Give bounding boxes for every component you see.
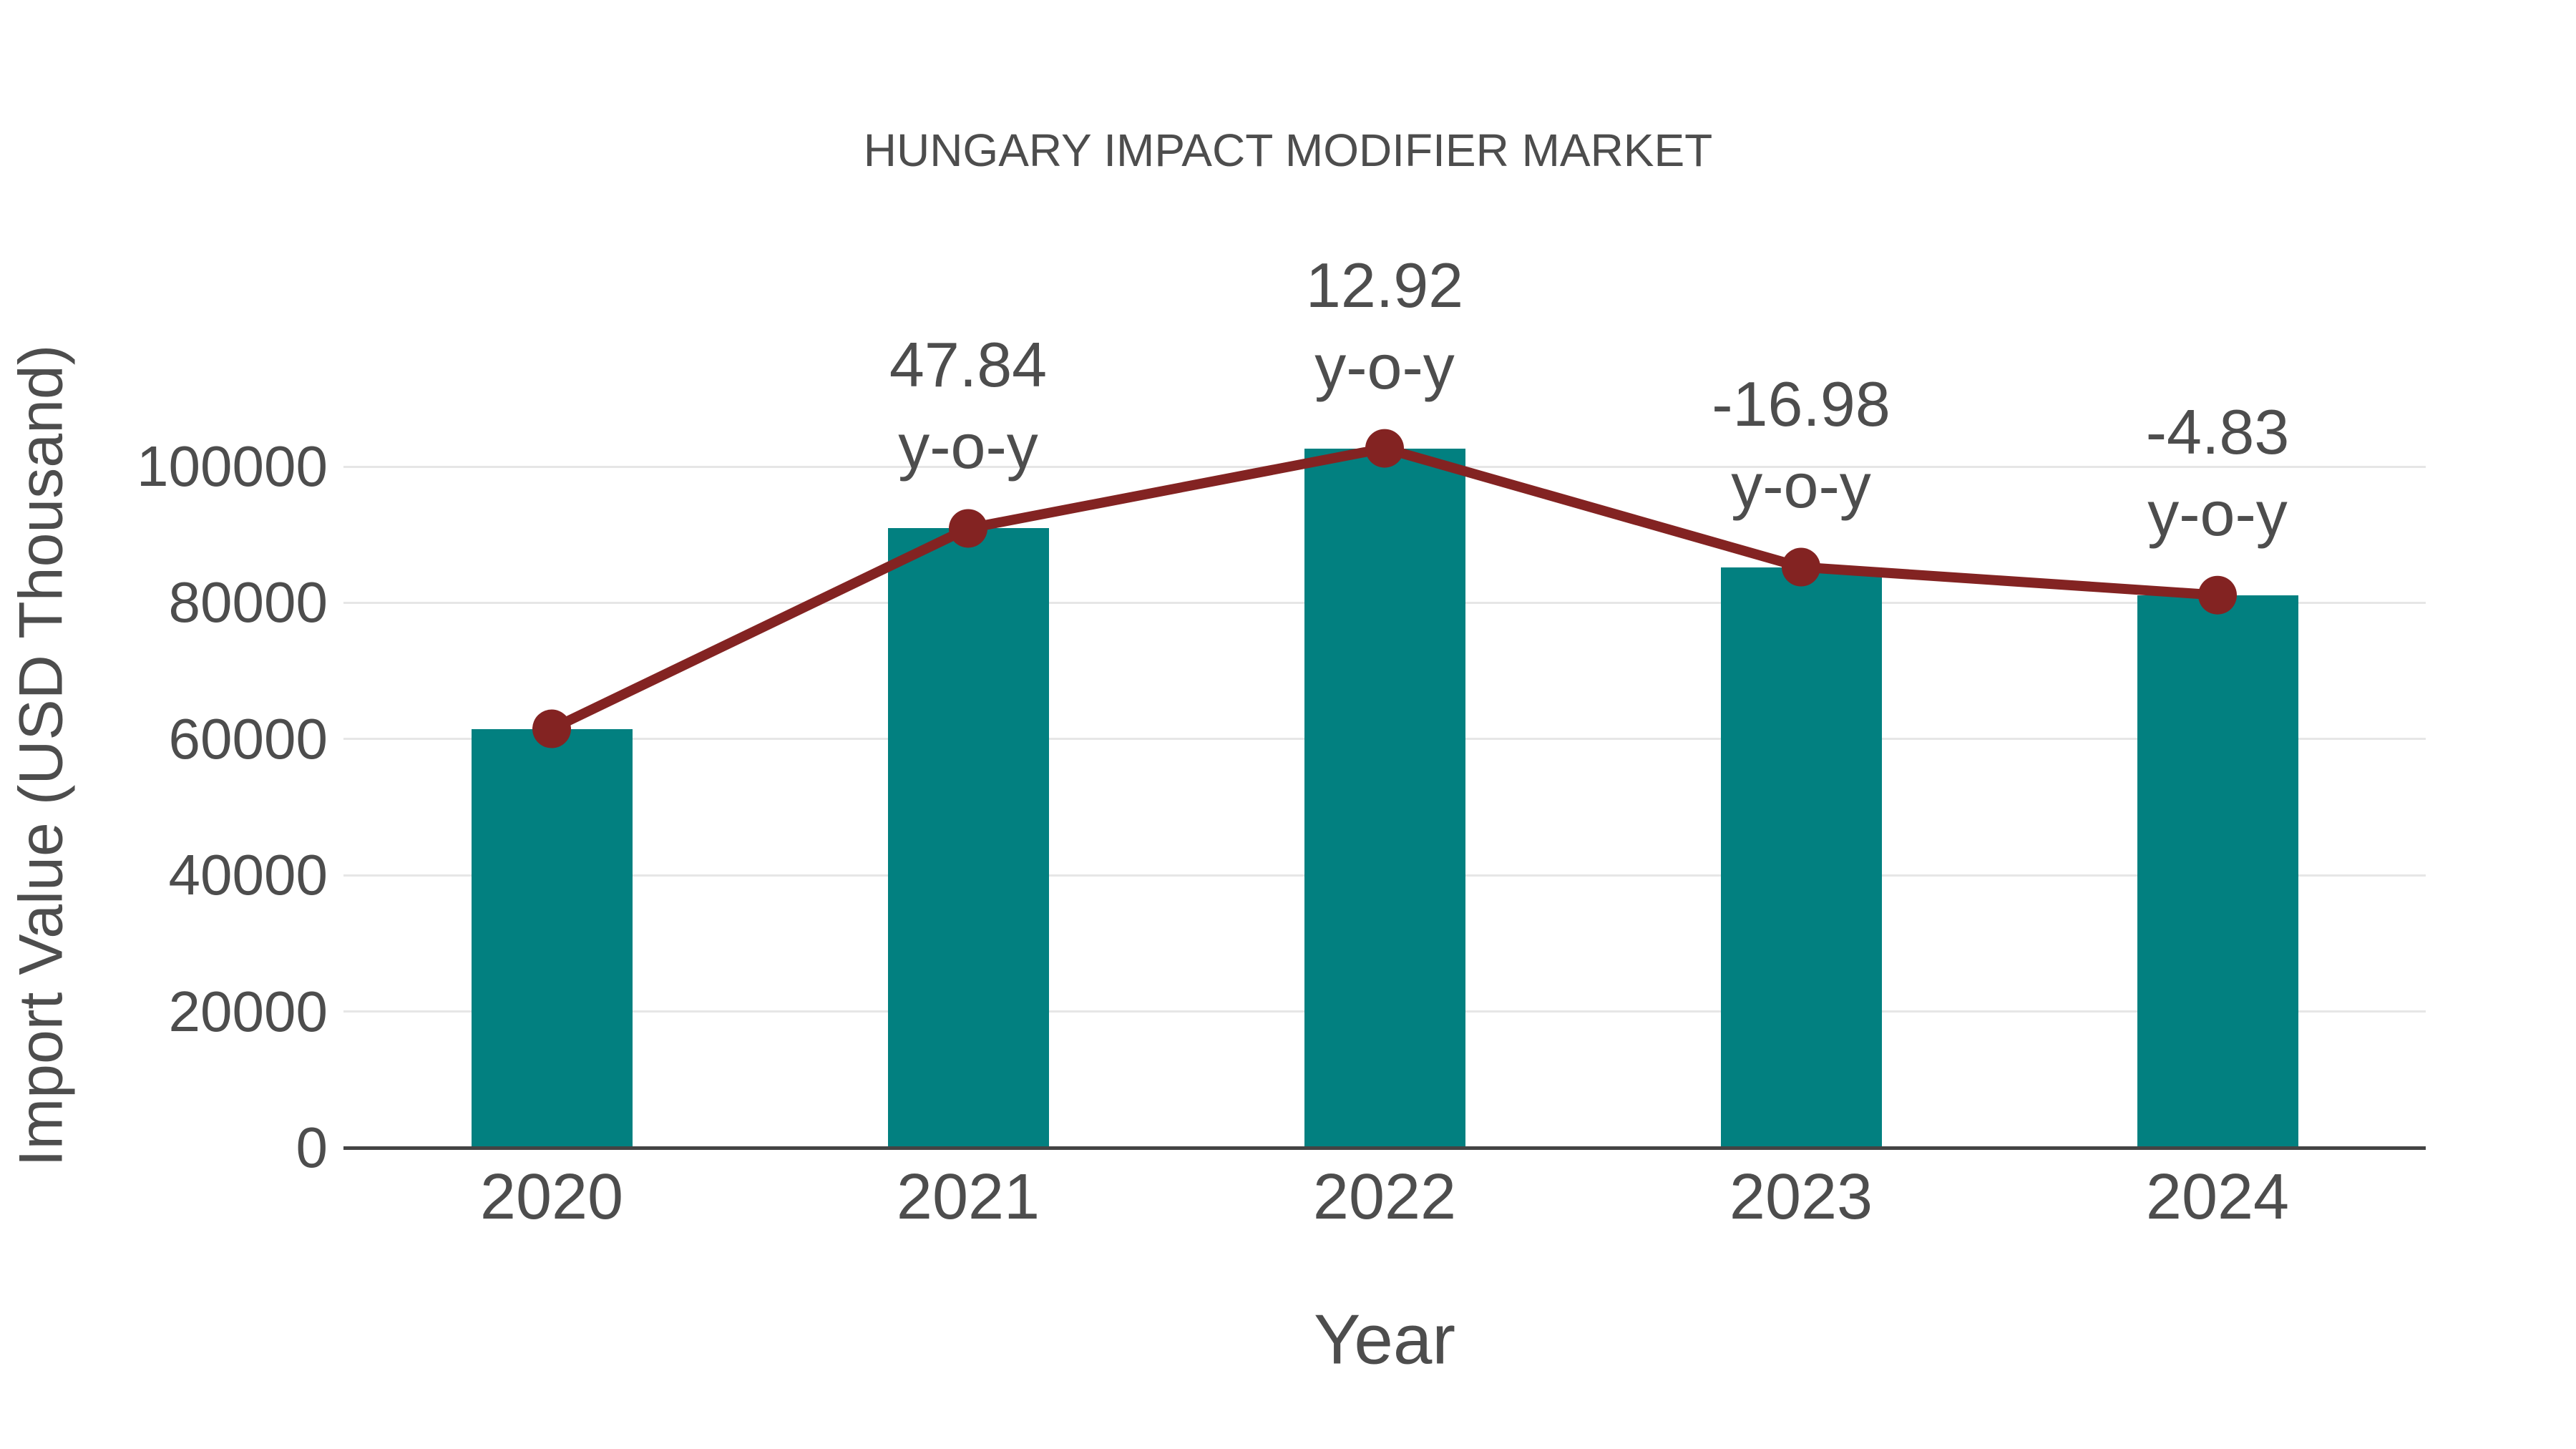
x-tick-label: 2020 [479, 1161, 624, 1233]
yoy-annotation-2024: -4.83 y-o-y [2146, 391, 2290, 555]
trend-line [549, 443, 2218, 733]
bar-2021 [887, 528, 1049, 1148]
trend-marker-2020 [532, 709, 571, 748]
y-tick-label: 100000 [137, 434, 328, 498]
yoy-caption: y-o-y [1314, 331, 1455, 402]
y-tick-label: 80000 [168, 570, 328, 635]
yoy-annotation-2023: -16.98 y-o-y [1712, 364, 1890, 527]
bar-2020 [471, 728, 633, 1148]
yoy-caption: y-o-y [898, 411, 1038, 482]
y-tick-label: 60000 [168, 706, 328, 771]
x-axis-title: Year [1313, 1299, 1456, 1379]
yoy-caption: y-o-y [2147, 477, 2288, 549]
trend-marker-2021 [949, 509, 987, 548]
trend-marker-2022 [1365, 429, 1404, 468]
trend-marker-2024 [2198, 575, 2237, 615]
chart-title: HUNGARY IMPACT MODIFIER MARKET [863, 125, 1713, 176]
bar-2022 [1304, 448, 1465, 1148]
yoy-value: -16.98 [1712, 368, 1890, 439]
yoy-caption: y-o-y [1731, 449, 1871, 521]
yoy-value: -4.83 [2145, 396, 2290, 467]
yoy-value: 47.84 [889, 329, 1048, 401]
y-tick-label: 0 [296, 1116, 328, 1179]
x-axis-line [343, 1146, 2426, 1150]
x-tick-label: 2023 [1729, 1161, 1873, 1233]
bar-2023 [1720, 567, 1882, 1148]
trend-marker-2023 [1782, 547, 1820, 587]
x-tick-label: 2024 [2145, 1161, 2290, 1233]
y-tick-label: 20000 [168, 979, 328, 1043]
y-tick-label: 40000 [168, 843, 328, 907]
yoy-annotation-2021: 47.84 y-o-y [889, 324, 1047, 487]
yoy-annotation-2022: 12.92 y-o-y [1306, 245, 1463, 408]
bar-2024 [2137, 595, 2298, 1148]
x-tick-label: 2022 [1312, 1161, 1457, 1233]
x-tick-label: 2021 [896, 1161, 1040, 1233]
yoy-value: 12.92 [1305, 249, 1464, 321]
